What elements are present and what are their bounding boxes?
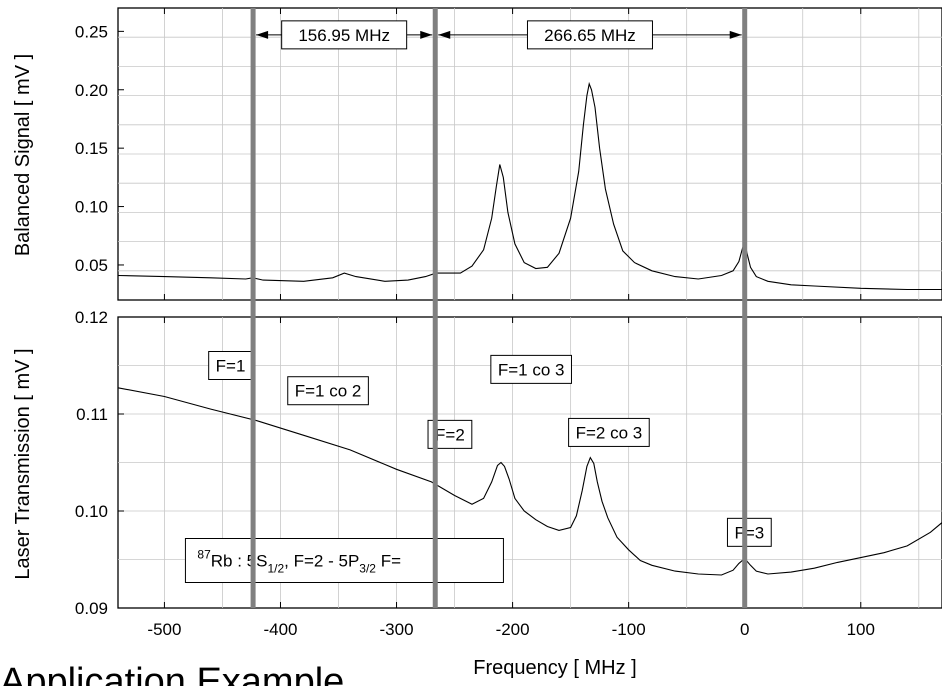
- transition-label-text: F=2: [435, 425, 465, 444]
- y-tick-label: 0.10: [75, 502, 108, 521]
- transition-label-box: [287, 376, 369, 406]
- bottom-y-axis-label: Laser Transmission [ mV ]: [12, 348, 34, 579]
- transition-label-box: [726, 517, 772, 547]
- x-axis-label: Frequency [ MHz ]: [473, 657, 636, 679]
- y-tick-label: 0.10: [75, 198, 108, 217]
- x-tick-label: -300: [380, 620, 414, 639]
- transition-label: F=3: [726, 517, 772, 547]
- transition-label-box: [208, 351, 253, 380]
- arrow-head-right: [729, 30, 742, 39]
- transition-marker-bar: [250, 8, 256, 608]
- x-tick-label: -500: [147, 620, 181, 639]
- subscript-1: 1/2: [267, 562, 284, 576]
- interval-label: 156.95 MHz: [298, 26, 390, 45]
- transition-label: F=1 co 3: [490, 354, 572, 384]
- rubidium-info-box: 87Rb : 5S1/2, F=2 - 5P3/2 F=: [184, 538, 504, 583]
- x-tick-label: 0: [740, 620, 749, 639]
- transition-label-text: F=3: [734, 523, 764, 542]
- x-tick-label: -400: [263, 620, 297, 639]
- info-prefix: Rb : 5S: [211, 552, 268, 571]
- transition-label-text: F=2 co 3: [576, 423, 643, 442]
- transition-label-text: F=1: [216, 357, 246, 376]
- transition-label: F=1 co 2: [287, 376, 369, 406]
- x-tick-label: 100: [847, 620, 875, 639]
- subscript-2: 3/2: [359, 562, 376, 576]
- transition-marker-bar: [742, 8, 748, 608]
- y-tick-label: 0.12: [75, 308, 108, 327]
- interval-label-box: [526, 20, 653, 50]
- transition-label-box: [568, 417, 650, 447]
- info-suffix: F=: [376, 552, 401, 571]
- arrow-head-left: [256, 30, 269, 39]
- transition-label-text: F=1 co 2: [295, 382, 362, 401]
- y-tick-label: 0.15: [75, 139, 108, 158]
- x-tick-label: -100: [612, 620, 646, 639]
- interval-annotation: 156.95 MHz: [256, 20, 433, 50]
- arrow-head-right: [420, 30, 433, 39]
- y-tick-label: 0.05: [75, 256, 108, 275]
- arrow-head-left: [438, 30, 451, 39]
- laser-transmission-line: [117, 387, 942, 576]
- y-tick-label: 0.25: [75, 22, 108, 41]
- y-tick-label: 0.09: [75, 599, 108, 618]
- info-middle: , F=2 - 5P: [284, 552, 359, 571]
- mass-number: 87: [197, 548, 211, 562]
- x-tick-label: -200: [496, 620, 530, 639]
- transition-label: F=1: [208, 351, 253, 380]
- interval-label-box: [281, 20, 408, 50]
- bottom-panel: 0.09 0.10 0.11 0.12 -500 -400 -300 -200 -100 0 100…: [75, 308, 942, 639]
- info-box-frame: [184, 538, 504, 583]
- top-panel: 0.05 0.10 0.15 0.20 0.25: [75, 7, 942, 301]
- interval-label: 266.65 MHz: [544, 26, 636, 45]
- caption: Application Example: [0, 661, 344, 686]
- top-y-axis-label: Balanced Signal [ mV ]: [12, 54, 34, 256]
- transition-label-box: [490, 354, 572, 384]
- y-tick-label: 0.20: [75, 81, 108, 100]
- y-tick-label: 0.11: [76, 405, 108, 424]
- transition-label-text: F=1 co 3: [498, 360, 565, 379]
- interval-annotation: 266.65 MHz: [438, 20, 742, 50]
- transition-label: F=2 co 3: [568, 417, 650, 447]
- transition-marker-bar: [432, 8, 438, 608]
